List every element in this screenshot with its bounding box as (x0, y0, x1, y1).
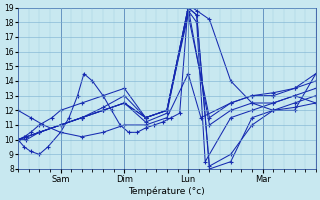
X-axis label: Température (°c): Température (°c) (129, 186, 205, 196)
